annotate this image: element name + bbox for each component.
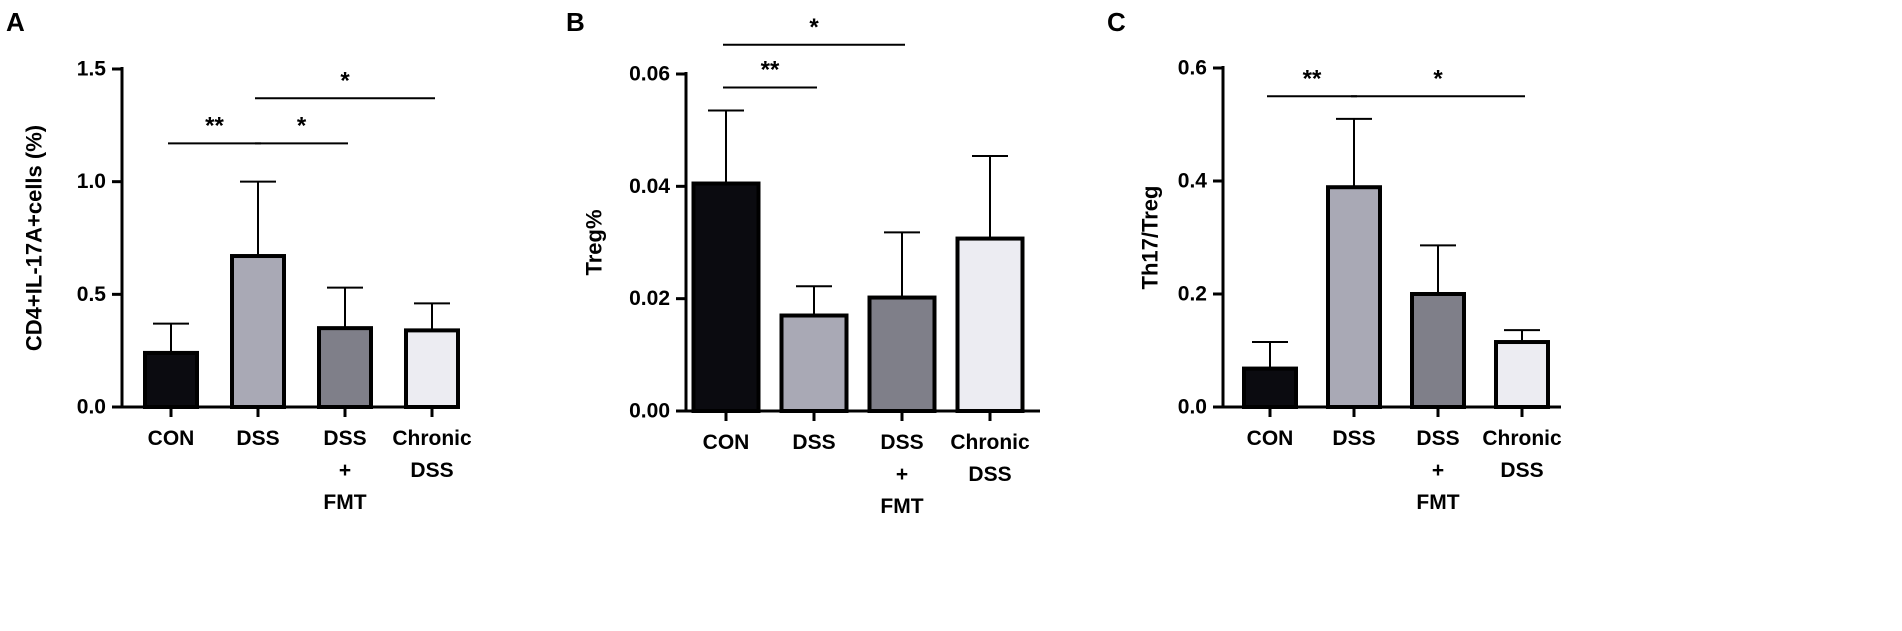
bar	[779, 313, 849, 413]
bar	[1410, 292, 1466, 409]
category-label: DSS	[410, 459, 453, 482]
bar	[867, 295, 937, 413]
significance-marker: **	[761, 56, 780, 83]
bar	[1494, 340, 1550, 409]
panel-letter: A	[6, 7, 25, 37]
y-tick-label: 0.04	[629, 175, 670, 198]
y-tick-label: 0.02	[629, 287, 670, 310]
significance-marker: *	[809, 14, 819, 41]
bar	[955, 236, 1025, 413]
y-axis-label: Treg%	[582, 209, 607, 275]
category-label: DSS	[1416, 427, 1459, 450]
category-label: Chronic	[1482, 427, 1562, 450]
category-label: +	[1432, 459, 1444, 482]
category-label: DSS	[880, 431, 923, 454]
category-label: DSS	[1500, 459, 1543, 482]
significance-marker: **	[1303, 65, 1322, 92]
category-label: +	[339, 459, 351, 482]
y-tick-label: 0.4	[1178, 170, 1208, 193]
bar	[404, 328, 460, 409]
category-label: FMT	[323, 491, 366, 514]
bar	[317, 326, 373, 409]
category-label: DSS	[792, 431, 835, 454]
y-tick-label: 0.6	[1178, 57, 1207, 80]
panel-b: B Treg% 0.00 0.02 0.04 0.06 CON DSS DSS + FMT Chron…	[566, 7, 1040, 518]
category-label: FMT	[1416, 491, 1459, 514]
y-axis-label: Th17/Treg	[1138, 186, 1163, 290]
category-label: DSS	[1332, 427, 1375, 450]
y-tick-label: 0.0	[1178, 396, 1207, 419]
bar	[230, 254, 286, 409]
y-tick-label: 0.0	[77, 396, 106, 419]
category-label: DSS	[323, 427, 366, 450]
category-label: +	[896, 463, 908, 486]
y-tick-label: 0.5	[77, 283, 107, 306]
panel-c: C Th17/Treg 0.0 0.2 0.4 0.6 CON DSS DSS + FMT Chron…	[1107, 7, 1562, 514]
y-tick-label: 1.0	[77, 170, 106, 193]
panel-letter: B	[566, 7, 585, 37]
y-tick-label: 0.00	[629, 400, 670, 423]
bar	[1326, 185, 1382, 409]
significance-marker: *	[297, 112, 307, 139]
bar	[691, 181, 761, 413]
category-label: CON	[703, 431, 750, 454]
y-tick-label: 0.2	[1178, 283, 1207, 306]
y-tick-label: 0.06	[629, 63, 670, 86]
category-label: DSS	[968, 463, 1011, 486]
category-label: CON	[1247, 427, 1294, 450]
category-label: Chronic	[950, 431, 1030, 454]
bar	[1242, 366, 1298, 409]
category-label: DSS	[236, 427, 279, 450]
category-label: FMT	[880, 495, 923, 518]
significance-marker: *	[340, 67, 350, 94]
category-label: CON	[148, 427, 195, 450]
significance-marker: **	[205, 112, 224, 139]
category-label: Chronic	[392, 427, 472, 450]
bar	[143, 350, 199, 410]
panel-a: A CD4+IL-17A+cells (%) 0.0 0.5 1.0 1.5 CON DSS D…	[6, 7, 472, 514]
significance-marker: *	[1433, 65, 1443, 92]
y-tick-label: 1.5	[77, 58, 107, 81]
y-axis-label: CD4+IL-17A+cells (%)	[22, 125, 47, 351]
panel-letter: C	[1107, 7, 1126, 37]
